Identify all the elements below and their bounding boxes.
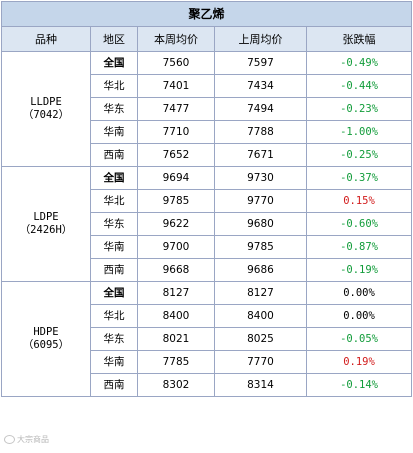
table-row: 西南 7652 7671 -0.25% xyxy=(2,143,413,167)
product-code: （2426H） xyxy=(19,224,73,236)
product-cell: LLDPE （7042） xyxy=(1,51,91,167)
region-cell: 华北 xyxy=(90,304,138,328)
table-row: 华南 7710 7788 -1.00% xyxy=(2,120,413,144)
header-product: 品种 xyxy=(1,26,91,52)
change-pct: -0.44% xyxy=(305,74,413,98)
last-week-price: 8400 xyxy=(214,304,307,328)
last-week-price: 9730 xyxy=(214,166,307,190)
region-cell: 全国 xyxy=(90,281,138,305)
change-pct: 0.00% xyxy=(305,304,413,328)
change-pct: -0.05% xyxy=(305,327,413,351)
this-week-price: 8021 xyxy=(137,327,215,351)
table-title: 聚乙烯 xyxy=(0,1,413,27)
product-code: （6095） xyxy=(22,339,70,351)
last-week-price: 7671 xyxy=(214,143,307,167)
region-cell: 西南 xyxy=(90,143,138,167)
region-cell: 全国 xyxy=(90,51,138,75)
this-week-price: 8400 xyxy=(137,304,215,328)
this-week-price: 9785 xyxy=(137,189,215,213)
table-row: LDPE （2426H） 全国 9694 9730 -0.37% xyxy=(1,166,413,282)
region-cell: 华南 xyxy=(90,120,138,144)
region-cell: 华东 xyxy=(90,327,138,351)
table-row: 西南 8302 8314 -0.14% xyxy=(2,373,413,397)
product-name: LDPE xyxy=(33,211,59,223)
region-cell: 华北 xyxy=(90,189,138,213)
region-cell: 华东 xyxy=(90,97,138,121)
this-week-price: 9622 xyxy=(137,212,215,236)
region-cell: 华东 xyxy=(90,212,138,236)
product-name: LLDPE xyxy=(30,96,62,108)
change-pct: -0.19% xyxy=(305,258,413,282)
change-pct: -0.14% xyxy=(305,373,413,397)
this-week-price: 7560 xyxy=(137,51,215,75)
last-week-price: 9680 xyxy=(214,212,307,236)
header-region: 地区 xyxy=(90,26,138,52)
header-this-week: 本周均价 xyxy=(137,26,215,52)
this-week-price: 7710 xyxy=(137,120,215,144)
table-body: LLDPE （7042） 全国 7560 7597 -0.49% 华北 7401 7434 -0.… xyxy=(1,51,413,397)
table-row: 西南 9668 9686 -0.19% xyxy=(2,258,413,282)
change-pct: 0.19% xyxy=(305,350,413,374)
last-week-price: 9785 xyxy=(214,235,307,259)
change-pct: -1.00% xyxy=(305,120,413,144)
table-row: 华南 9700 9785 -0.87% xyxy=(2,235,413,259)
change-pct: 0.15% xyxy=(305,189,413,213)
change-pct: -0.23% xyxy=(305,97,413,121)
region-cell: 西南 xyxy=(90,258,138,282)
product-name: HDPE xyxy=(33,326,59,338)
last-week-price: 7494 xyxy=(214,97,307,121)
last-week-price: 8025 xyxy=(214,327,307,351)
weibo-logo-icon xyxy=(4,435,15,444)
this-week-price: 7401 xyxy=(137,74,215,98)
region-cell: 西南 xyxy=(90,373,138,397)
last-week-price: 7597 xyxy=(214,51,307,75)
this-week-price: 7785 xyxy=(137,350,215,374)
header-change: 张跌幅 xyxy=(305,26,413,52)
table-row: 华南 7785 7770 0.19% xyxy=(2,350,413,374)
last-week-price: 9770 xyxy=(214,189,307,213)
this-week-price: 9694 xyxy=(137,166,215,190)
table-row: 华北 7401 7434 -0.44% xyxy=(2,74,413,98)
title-row: 聚乙烯 xyxy=(0,1,413,27)
last-week-price: 7434 xyxy=(214,74,307,98)
change-pct: -0.25% xyxy=(305,143,413,167)
this-week-price: 7477 xyxy=(137,97,215,121)
change-pct: 0.00% xyxy=(305,281,413,305)
table-row: LLDPE （7042） 全国 7560 7597 -0.49% xyxy=(1,51,413,167)
region-cell: 华南 xyxy=(90,235,138,259)
watermark-text: 大宗商品 xyxy=(17,435,49,444)
change-pct: -0.87% xyxy=(305,235,413,259)
region-cell: 华北 xyxy=(90,74,138,98)
watermark: 大宗商品 xyxy=(4,434,49,445)
region-cell: 全国 xyxy=(90,166,138,190)
region-cell: 华南 xyxy=(90,350,138,374)
product-cell: HDPE （6095） xyxy=(1,281,91,397)
this-week-price: 9668 xyxy=(137,258,215,282)
product-code: （7042） xyxy=(22,109,70,121)
table-row: 华北 9785 9770 0.15% xyxy=(2,189,413,213)
change-pct: -0.49% xyxy=(305,51,413,75)
last-week-price: 7770 xyxy=(214,350,307,374)
this-week-price: 7652 xyxy=(137,143,215,167)
this-week-price: 8127 xyxy=(137,281,215,305)
last-week-price: 8314 xyxy=(214,373,307,397)
header-row: 品种 地区 本周均价 上周均价 张跌幅 xyxy=(1,26,413,52)
table-row: 华东 7477 7494 -0.23% xyxy=(2,97,413,121)
product-cell: LDPE （2426H） xyxy=(1,166,91,282)
this-week-price: 9700 xyxy=(137,235,215,259)
change-pct: -0.37% xyxy=(305,166,413,190)
this-week-price: 8302 xyxy=(137,373,215,397)
header-last-week: 上周均价 xyxy=(214,26,307,52)
last-week-price: 7788 xyxy=(214,120,307,144)
price-table: 聚乙烯 品种 地区 本周均价 上周均价 张跌幅 LLDPE （7042） 全国 756… xyxy=(0,1,413,397)
last-week-price: 9686 xyxy=(214,258,307,282)
change-pct: -0.60% xyxy=(305,212,413,236)
table-row: 华东 9622 9680 -0.60% xyxy=(2,212,413,236)
last-week-price: 8127 xyxy=(214,281,307,305)
table-row: HDPE （6095） 全国 8127 8127 0.00% xyxy=(1,281,413,397)
